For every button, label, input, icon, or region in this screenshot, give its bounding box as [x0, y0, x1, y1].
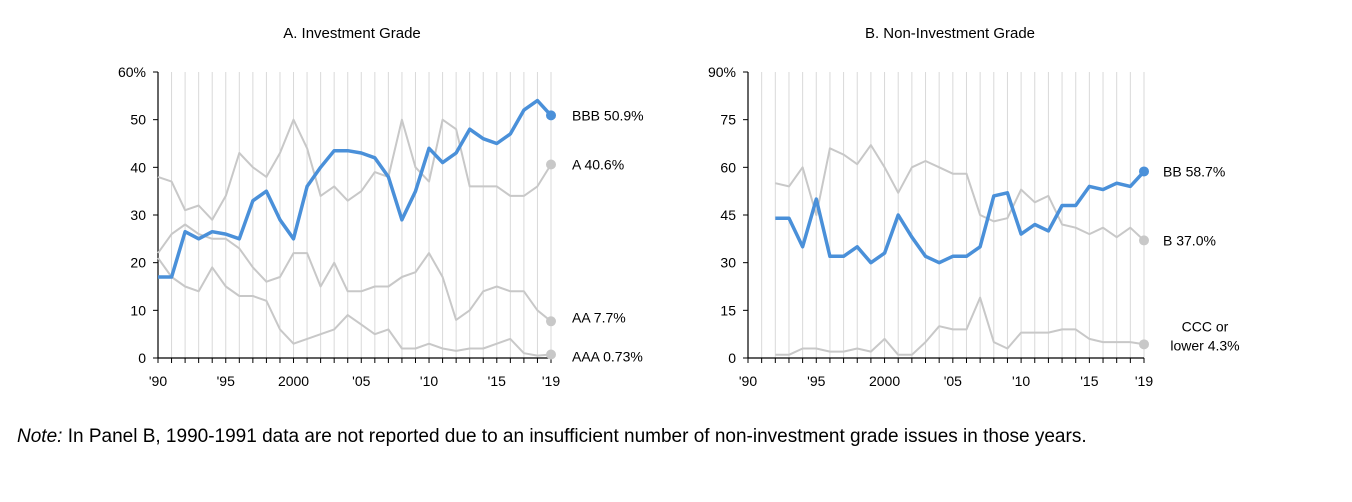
y-tick-label: 40 — [130, 159, 146, 175]
end-label-b: B 37.0% — [1163, 232, 1216, 248]
x-tick-label: '05 — [944, 373, 962, 389]
end-label-line: lower 4.3% — [1170, 337, 1239, 353]
y-tick-label: 45 — [720, 207, 736, 223]
chart-title: B. Non-Investment Grade — [865, 25, 1035, 42]
series-line-aaa — [157, 257, 552, 357]
series-line-bb — [775, 170, 1146, 265]
y-tick-label: 0 — [728, 350, 736, 366]
end-label-aaa: AAA 0.73% — [572, 349, 643, 365]
y-tick-label: 50 — [130, 112, 146, 128]
x-tick-label: '90 — [739, 373, 757, 389]
end-label-bbb: BBB 50.9% — [572, 107, 644, 123]
series-line-ccc-or-lower — [775, 296, 1145, 356]
y-tick-label: 30 — [130, 207, 146, 223]
end-label-ccc-or-lower: CCC or lower 4.3% — [1170, 318, 1239, 353]
series-line-aa — [157, 223, 552, 323]
y-tick-label: 15 — [720, 302, 736, 318]
end-marker-aa — [546, 316, 556, 327]
y-tick-label: 90% — [708, 64, 736, 80]
end-label-aa: AA 7.7% — [572, 309, 626, 325]
x-tick-label: '15 — [1080, 373, 1098, 389]
x-tick-label: '95 — [807, 373, 825, 389]
x-tick-label: '10 — [420, 373, 438, 389]
end-marker-ccc-or-lower — [1139, 339, 1149, 350]
y-tick-label: 75 — [720, 112, 736, 128]
charts-canvas: A. Investment Grade 0 10 20 30 40 50 60% '90 '95 2… — [118, 25, 1240, 389]
panel-a-investment-grade: A. Investment Grade 0 10 20 30 40 50 60% '90 '95 2… — [118, 25, 644, 389]
series-line-a — [157, 118, 552, 221]
x-tick-label: 2000 — [278, 373, 309, 389]
x-tick-label: '19 — [542, 373, 560, 389]
y-tick-label: 0 — [138, 350, 146, 366]
y-tick-label: 10 — [130, 302, 146, 318]
end-marker-bb — [1139, 166, 1149, 177]
x-tick-label: '95 — [217, 373, 235, 389]
y-tick-label: 20 — [130, 255, 146, 271]
y-tick-label: 30 — [720, 255, 736, 271]
chart-title: A. Investment Grade — [283, 25, 421, 42]
panel-b-non-investment-grade: B. Non-Investment Grade 0 15 30 45 60 75 90% '90… — [708, 25, 1240, 389]
x-tick-label: '15 — [488, 373, 506, 389]
end-label-bb: BB 58.7% — [1163, 163, 1225, 179]
end-label-line: CCC or — [1182, 318, 1229, 334]
x-tick-label: '05 — [352, 373, 370, 389]
y-tick-label: 60% — [118, 64, 146, 80]
end-marker-aaa — [546, 349, 556, 360]
x-tick-label: '90 — [149, 373, 167, 389]
note-label: Note: — [17, 426, 63, 447]
x-tick-label: '10 — [1012, 373, 1030, 389]
end-marker-b — [1139, 235, 1149, 246]
x-tick-label: 2000 — [869, 373, 900, 389]
end-marker-a — [546, 159, 556, 170]
end-marker-bbb — [546, 110, 556, 121]
chart-note: Note: In Panel B, 1990-1991 data are not… — [17, 425, 1337, 449]
series-line-bbb — [158, 98, 553, 279]
series-line-b — [775, 144, 1145, 242]
x-tick-label: '19 — [1135, 373, 1153, 389]
end-label-a: A 40.6% — [572, 156, 624, 172]
y-tick-label: 60 — [720, 159, 736, 175]
note-text: In Panel B, 1990-1991 data are not repor… — [67, 426, 1087, 447]
